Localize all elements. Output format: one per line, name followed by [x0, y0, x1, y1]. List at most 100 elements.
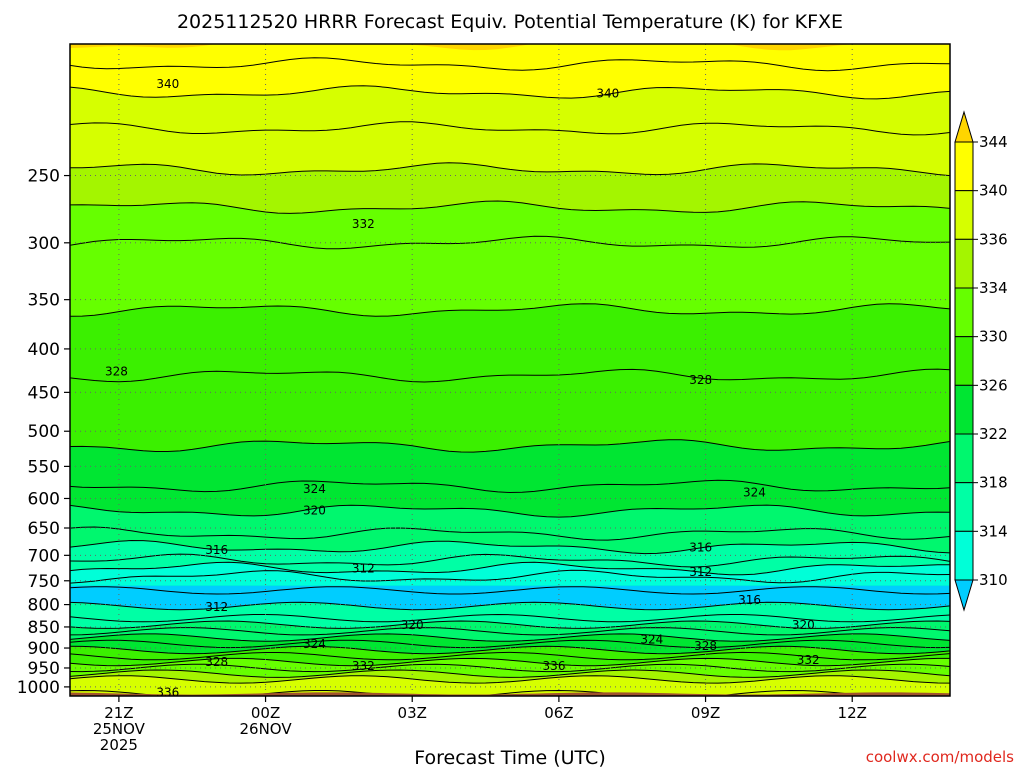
contour-334-low [70, 669, 950, 678]
contour-label-text: 328 [205, 655, 228, 669]
colorbar-label: 334 [979, 279, 1008, 297]
contour-label-text: 312 [205, 600, 228, 614]
contour-322-up [70, 504, 950, 518]
contour-label: 316 [689, 540, 712, 554]
colorbar-band [954, 141, 974, 192]
contour-340-up [70, 85, 950, 100]
contour-label-text: 340 [596, 86, 619, 100]
y-tick-label: 600 [28, 489, 60, 509]
x-tick-label: 06Z [544, 704, 573, 722]
contour-label: 320 [401, 618, 424, 632]
contour-320-up [70, 526, 950, 541]
contour-label: 324 [303, 482, 326, 496]
y-axis: 2503003504004505005506006507007508008509… [17, 167, 70, 698]
y-tick-label: 900 [28, 639, 60, 659]
contour-336-low [70, 675, 950, 684]
contour-328-low [70, 651, 950, 661]
colorbar-label: 314 [979, 522, 1008, 540]
contour-label-text: 324 [303, 482, 326, 496]
y-tick-label: 750 [28, 572, 60, 592]
x-tick-label: 03Z [398, 704, 427, 722]
contour-label: 328 [205, 655, 228, 669]
ground [70, 692, 950, 696]
colorbar-band [954, 530, 974, 581]
contour-label-text: 320 [792, 618, 815, 632]
temperature-fill [70, 44, 950, 696]
contour-label: 332 [352, 217, 375, 231]
contour-label: 332 [797, 653, 820, 667]
contour-label-text: 336 [543, 659, 566, 673]
contour-322-low [70, 633, 950, 642]
colorbar-band [954, 287, 974, 338]
x-tick-label: 21Z [104, 704, 133, 722]
y-tick-label: 800 [28, 596, 60, 616]
y-tick-label: 400 [28, 340, 60, 360]
x-tick-label: 25NOV [93, 720, 146, 738]
y-tick-label: 500 [28, 422, 60, 442]
contour-label: 340 [156, 77, 179, 91]
contour-338-low [70, 689, 950, 696]
contour-318-low [70, 620, 950, 629]
contour-326-up [70, 439, 950, 453]
colorbar-band [954, 482, 974, 532]
y-tick-label: 1000 [17, 678, 60, 698]
colorbar-band [954, 238, 974, 289]
ground-layer [70, 692, 950, 696]
contour-330-up [70, 303, 950, 317]
colorbar-label: 326 [979, 376, 1008, 394]
colorbar-band [954, 433, 974, 484]
contour-328-up [70, 368, 950, 383]
contour-label: 328 [689, 373, 712, 387]
contour-label: 324 [303, 637, 326, 651]
contour-324-up [70, 479, 950, 494]
contour-labels: 340 340 332 328 328 324 324 320 316 316 312 312 312 3… [105, 77, 820, 699]
contour-label-text: 324 [640, 633, 663, 647]
contour-label-text: 328 [689, 373, 712, 387]
contour-label: 320 [792, 618, 815, 632]
y-tick-label: 300 [28, 234, 60, 254]
contour-label: 340 [596, 86, 619, 100]
contour-label: 332 [352, 659, 375, 673]
contour-label: 320 [303, 504, 326, 518]
grid-lines [70, 44, 950, 696]
x-tick-label: 2025 [100, 736, 138, 754]
contour-label: 312 [205, 600, 228, 614]
contour-label: 312 [689, 565, 712, 579]
contour-label: 316 [205, 543, 228, 557]
colorbar-band [954, 190, 974, 240]
contour-label: 316 [738, 593, 761, 607]
contour-label: 324 [640, 633, 663, 647]
credit-text: coolwx.com/models [866, 748, 1014, 766]
colorbar-arrow-top [954, 110, 974, 143]
plot-frame [69, 43, 951, 697]
colorbar-band [954, 336, 974, 386]
contour-332-up [70, 235, 950, 250]
y-tick-label: 450 [28, 383, 60, 403]
colorbar-label: 330 [979, 328, 1008, 346]
y-tick-label: 250 [28, 167, 60, 187]
colorbar-label: 310 [979, 571, 1008, 589]
y-tick-label: 550 [28, 457, 60, 477]
x-tick-label: 09Z [691, 704, 720, 722]
contour-label: 312 [352, 561, 375, 575]
contour-334-up [70, 200, 950, 214]
colorbar-label: 318 [979, 474, 1008, 492]
contour-336-up [70, 162, 950, 177]
contour-318-up [70, 539, 950, 555]
contour-label-text: 328 [105, 364, 128, 378]
contour-314-low [70, 601, 950, 611]
contour-label-text: 332 [797, 653, 820, 667]
contour-label-text: 332 [352, 217, 375, 231]
colorbar-label: 344 [979, 133, 1008, 151]
contour-320-low [70, 627, 950, 636]
colorbar: 344 340 336 334 330 326 322 318 314 310 [954, 110, 1008, 612]
colorbar-arrow-bottom [954, 579, 974, 612]
contour-label: 328 [694, 639, 717, 653]
contour-label: 328 [105, 364, 128, 378]
y-tick-label: 650 [28, 519, 60, 539]
y-tick-label: 950 [28, 659, 60, 679]
contour-label-text: 316 [738, 593, 761, 607]
contour-332-low [70, 663, 950, 673]
contour-label-text: 320 [401, 618, 424, 632]
